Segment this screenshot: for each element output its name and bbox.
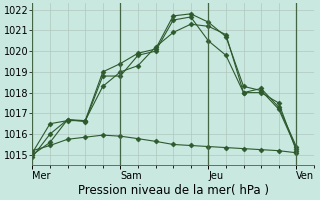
X-axis label: Pression niveau de la mer( hPa ): Pression niveau de la mer( hPa ) xyxy=(78,184,269,197)
